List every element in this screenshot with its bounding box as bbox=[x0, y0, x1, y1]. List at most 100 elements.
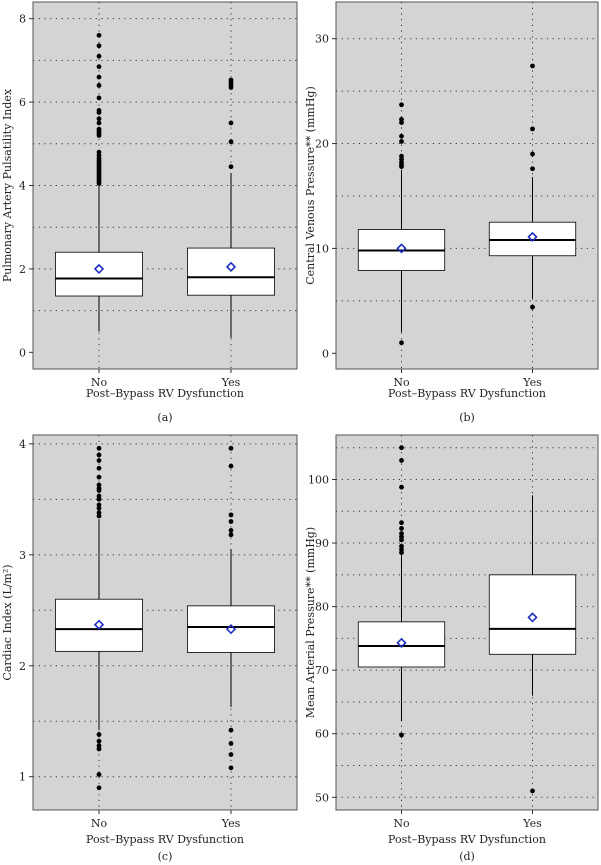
outlier-point bbox=[96, 458, 102, 463]
outlier-point bbox=[96, 732, 102, 737]
outlier-point bbox=[399, 117, 404, 122]
panel-label: (b) bbox=[459, 411, 475, 424]
outlier-point bbox=[96, 126, 102, 132]
outlier-point bbox=[96, 452, 102, 458]
outlier-point bbox=[530, 788, 535, 794]
y-tick-label: 70 bbox=[315, 664, 329, 677]
outlier-point bbox=[399, 526, 404, 531]
outlier-point bbox=[228, 519, 234, 524]
outlier-point bbox=[399, 732, 404, 738]
y-tick-label: 0 bbox=[19, 346, 26, 359]
y-tick-label: 80 bbox=[315, 601, 329, 614]
y-tick-label: 50 bbox=[315, 791, 329, 804]
panel-c: 1 2 3 4 No Yes Post–Bypass RV Dysfunction Cardi… bbox=[1, 434, 298, 863]
mean-marker bbox=[225, 261, 237, 272]
outlier-point bbox=[96, 64, 102, 70]
y-tick-label: 6 bbox=[19, 96, 26, 109]
x-tick-label: No bbox=[91, 817, 108, 830]
outlier-point bbox=[399, 139, 404, 144]
outlier-point bbox=[96, 785, 102, 791]
outlier-point bbox=[228, 512, 234, 518]
outlier-point bbox=[228, 752, 234, 757]
y-tick-label: 8 bbox=[19, 13, 26, 26]
outlier-point bbox=[530, 126, 535, 132]
outlier-point bbox=[96, 496, 102, 502]
box-group-yes bbox=[488, 495, 577, 794]
x-tick-label: No bbox=[393, 376, 410, 389]
outlier-point bbox=[96, 502, 102, 508]
panel-label: (d) bbox=[459, 850, 475, 863]
outlier-point bbox=[228, 765, 234, 771]
outlier-point bbox=[399, 133, 404, 139]
box bbox=[488, 574, 577, 655]
outlier-point bbox=[228, 120, 234, 126]
outlier-point bbox=[228, 164, 234, 170]
outlier-point bbox=[530, 151, 535, 157]
outlier-point bbox=[96, 116, 102, 122]
outlier-point bbox=[96, 83, 102, 88]
outlier-point bbox=[228, 727, 234, 733]
box-group-no bbox=[357, 445, 446, 738]
outlier-point bbox=[228, 445, 234, 451]
outlier-point bbox=[96, 153, 102, 158]
outlier-point bbox=[96, 95, 102, 101]
outlier-point bbox=[96, 120, 102, 126]
y-axis-title: Central Venous Pressure** (mmHg) bbox=[304, 86, 317, 285]
y-axis-title: Pulmonary Artery Pulsatility Index bbox=[1, 88, 14, 282]
outlier-point bbox=[399, 520, 404, 526]
box-group-yes bbox=[187, 445, 275, 771]
box-group-yes bbox=[187, 77, 275, 338]
panel-d: 50 60 70 80 90 100 No Yes Post–Bypass RV Dysfunc… bbox=[304, 434, 599, 863]
x-tick-label: No bbox=[393, 817, 410, 830]
outlier-point bbox=[399, 484, 404, 490]
box-group-no bbox=[357, 102, 446, 346]
y-tick-label: 2 bbox=[19, 660, 26, 673]
y-axis-title: Mean Arterial Pressure** (mmHg) bbox=[304, 527, 317, 718]
outlier-point bbox=[96, 738, 102, 744]
outlier-point bbox=[96, 465, 102, 471]
outlier-point bbox=[96, 445, 102, 451]
box bbox=[357, 621, 446, 668]
x-tick-label: Yes bbox=[221, 817, 241, 830]
outlier-point bbox=[96, 108, 102, 113]
outlier-point bbox=[399, 153, 404, 159]
outlier-point bbox=[96, 149, 102, 155]
box bbox=[55, 598, 143, 652]
outlier-point bbox=[399, 340, 404, 346]
plot-frame bbox=[335, 434, 599, 811]
outlier-point bbox=[399, 445, 404, 451]
y-tick-label: 3 bbox=[19, 549, 26, 562]
panel-label: (a) bbox=[157, 411, 172, 424]
outlier-point bbox=[530, 166, 535, 172]
outlier-point bbox=[96, 74, 102, 80]
outlier-point bbox=[399, 531, 404, 536]
mean-marker bbox=[396, 243, 407, 254]
outlier-point bbox=[399, 102, 404, 108]
y-tick-label: 10 bbox=[315, 242, 329, 255]
x-axis-title: Post–Bypass RV Dysfunction bbox=[86, 833, 244, 846]
x-tick-label: Yes bbox=[522, 817, 542, 830]
box-group-no bbox=[55, 445, 143, 791]
mean-marker bbox=[225, 624, 237, 635]
outlier-point bbox=[530, 63, 535, 69]
y-tick-label: 4 bbox=[19, 438, 26, 451]
outlier-point bbox=[96, 510, 102, 516]
outlier-point bbox=[96, 743, 102, 749]
y-tick-label: 1 bbox=[19, 771, 26, 784]
box-group-yes bbox=[488, 63, 577, 310]
outlier-point bbox=[228, 77, 234, 83]
box bbox=[488, 221, 577, 257]
outlier-point bbox=[96, 474, 102, 480]
outlier-point bbox=[228, 741, 234, 746]
outlier-point bbox=[96, 43, 102, 49]
y-tick-label: 20 bbox=[315, 138, 329, 151]
mean-marker bbox=[396, 637, 407, 648]
y-tick-label: 60 bbox=[315, 728, 329, 741]
outlier-point bbox=[96, 485, 102, 491]
y-tick-label: 0 bbox=[322, 347, 329, 360]
outlier-point bbox=[228, 532, 234, 538]
plot-frame bbox=[335, 1, 599, 370]
